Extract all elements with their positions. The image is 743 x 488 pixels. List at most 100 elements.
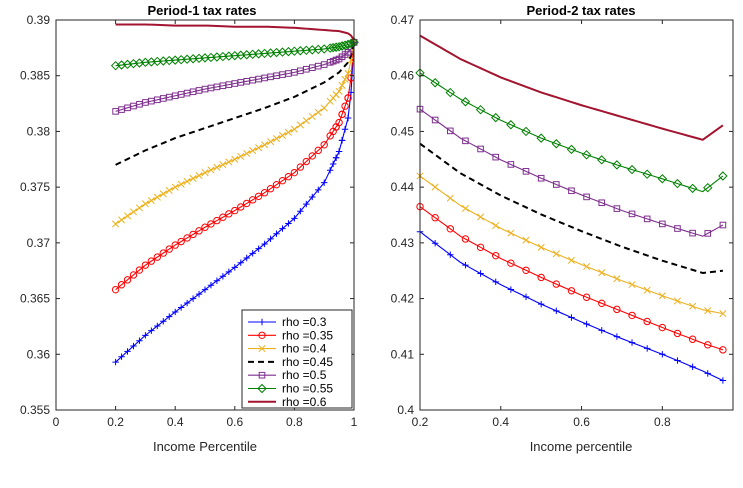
data-point	[643, 317, 651, 326]
data-point	[537, 300, 545, 308]
data-point	[249, 250, 256, 257]
data-point	[272, 135, 281, 143]
data-point	[237, 152, 245, 160]
series-rho0-6	[115, 23, 355, 41]
data-point	[719, 346, 727, 354]
x-tick-label: 0	[53, 415, 60, 429]
data-point	[522, 293, 530, 301]
data-point	[627, 164, 637, 175]
data-point	[460, 97, 471, 107]
data-point	[124, 348, 131, 355]
series-rho0-6	[419, 34, 724, 141]
data-point	[445, 87, 455, 98]
data-point	[213, 216, 221, 225]
data-point	[219, 273, 227, 280]
data-point	[112, 358, 119, 366]
data-point	[689, 229, 696, 237]
legend-label: rho =0.35	[282, 328, 333, 342]
x-axis-label: Income percentile	[530, 439, 633, 454]
data-point	[719, 310, 727, 318]
legend-item: rho =0.3	[248, 315, 327, 329]
y-tick-label: 0.4	[397, 403, 414, 417]
x-tick-label: 1	[351, 415, 358, 429]
chart-title: Period-2 tax rates	[526, 3, 635, 18]
data-point	[248, 196, 257, 204]
data-point	[189, 174, 197, 183]
data-point	[315, 186, 322, 194]
data-point	[267, 235, 274, 243]
legend-item: rho =0.55	[248, 382, 333, 396]
data-point	[243, 199, 251, 208]
series-layer	[110, 23, 359, 366]
data-point	[341, 126, 349, 133]
data-point	[430, 78, 440, 88]
data-point	[141, 200, 149, 208]
series-line	[419, 142, 724, 274]
data-point	[628, 339, 636, 346]
data-point	[553, 307, 560, 315]
data-point	[171, 241, 179, 249]
data-point	[583, 320, 590, 328]
legend-marker	[258, 318, 266, 326]
series-rho0-4	[416, 172, 727, 318]
data-point	[111, 285, 120, 294]
data-point	[537, 273, 545, 282]
data-point	[598, 269, 606, 277]
data-point	[341, 75, 349, 83]
legend-marker	[258, 345, 266, 353]
data-point	[551, 139, 562, 149]
data-point	[583, 193, 590, 201]
data-point	[462, 137, 469, 145]
y-tick-label: 0.44	[391, 180, 415, 194]
legend-label: rho =0.6	[282, 395, 327, 409]
plot-area	[420, 20, 733, 410]
data-point	[704, 341, 712, 349]
legend-marker	[258, 331, 266, 339]
legend-marker	[257, 383, 267, 394]
y-tick-label: 0.47	[391, 13, 415, 27]
data-point	[296, 163, 305, 171]
data-point	[153, 193, 161, 201]
data-point	[183, 177, 191, 185]
data-point	[522, 236, 530, 244]
series-rho0-35	[416, 202, 727, 354]
data-point	[688, 335, 697, 343]
series-rho0-5	[416, 105, 727, 237]
legend-item: rho =0.35	[248, 328, 333, 342]
data-point	[225, 268, 233, 276]
data-point	[219, 213, 227, 221]
data-point	[492, 221, 500, 230]
data-point	[475, 104, 486, 115]
x-tick-label: 0.2	[412, 415, 429, 429]
data-point	[492, 278, 499, 286]
data-point	[147, 257, 156, 265]
data-point	[612, 160, 622, 170]
legend-label: rho =0.45	[282, 355, 333, 369]
data-point	[582, 293, 591, 301]
series-line	[419, 34, 724, 141]
data-point	[147, 196, 155, 205]
data-point	[201, 223, 209, 231]
data-point	[177, 304, 185, 311]
data-point	[689, 363, 696, 371]
data-point	[567, 256, 576, 264]
y-tick-label: 0.38	[27, 124, 51, 138]
data-point	[338, 137, 346, 144]
data-point	[177, 237, 185, 246]
series-line	[419, 72, 724, 193]
data-point	[687, 183, 698, 194]
data-point	[583, 263, 591, 271]
data-point	[141, 261, 150, 269]
data-point	[628, 280, 636, 289]
data-point	[243, 254, 250, 262]
data-point	[177, 180, 185, 188]
data-point	[195, 290, 203, 298]
data-point	[254, 192, 263, 200]
data-point	[189, 295, 197, 302]
data-point	[213, 163, 221, 171]
legend-item: rho =0.5	[248, 368, 327, 382]
tick-layer: 0.2 0.4 0.6 0.80.40.410.420.430.440.450.460…	[391, 13, 733, 429]
data-point	[628, 210, 636, 218]
x-tick-label: 0.8	[286, 415, 303, 429]
